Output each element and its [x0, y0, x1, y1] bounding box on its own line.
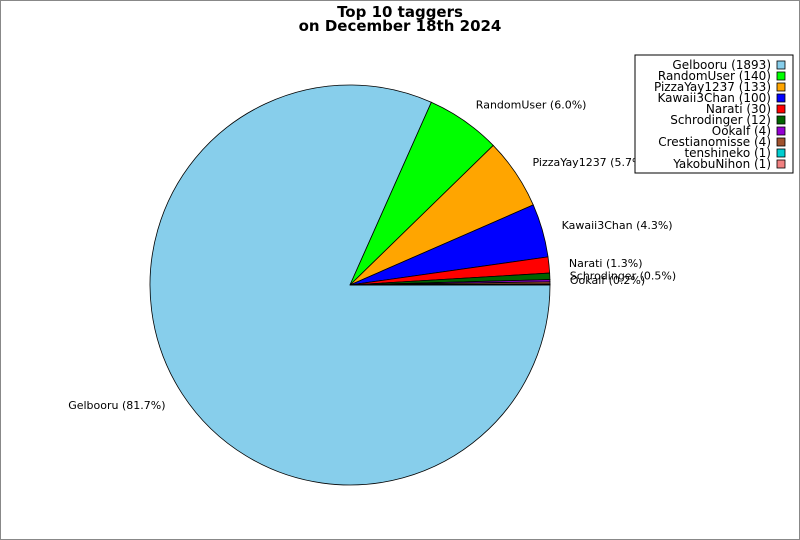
legend-swatch-schrodinger — [776, 115, 786, 125]
legend-swatch-tenshineko — [776, 148, 786, 158]
slice-labels: Gelbooru (81.7%) RandomUser (6.0%) PizzaYa… — [68, 99, 676, 412]
chart-subtitle: on December 18th 2024 — [299, 17, 502, 35]
slice-label-narati: Narati (1.3%) — [569, 257, 643, 270]
legend-box — [634, 54, 794, 174]
legend-swatch-ookalf — [776, 126, 786, 136]
legend-label-ookalf: Ookalf (4) — [712, 124, 771, 138]
legend-label-gelbooru: Gelbooru (1893) — [672, 58, 771, 72]
legend-label-tenshineko: tenshineko (1) — [684, 146, 771, 160]
slice-label-kawaii3chan: Kawaii3Chan (4.3%) — [562, 219, 673, 232]
slice-label-gelbooru: Gelbooru (81.7%) — [68, 399, 165, 412]
legend-swatch-narati — [776, 104, 786, 114]
legend-label-crestianomisse: Crestianomisse (4) — [658, 135, 771, 149]
legend-label-yakobunihon: YakobuNihon (1) — [672, 157, 771, 171]
pie-slice-yakobunihon — [349, 284, 551, 286]
slice-label-pizzayay1237: PizzaYay1237 (5.7%) — [533, 156, 647, 169]
legend-swatch-yakobunihon — [776, 159, 786, 169]
legend-label-randomuser: RandomUser (140) — [658, 69, 771, 83]
legend-label-pizzayay1237: PizzaYay1237 (133) — [654, 80, 771, 94]
legend-swatch-kawaii3chan — [776, 93, 786, 103]
legend-swatch-pizzayay1237 — [776, 82, 786, 92]
legend-swatch-gelbooru — [776, 60, 786, 70]
slice-label-ookalf: Ookalf (0.2%) — [570, 274, 645, 287]
slice-label-randomuser: RandomUser (6.0%) — [476, 99, 587, 112]
legend-label-narati: Narati (30) — [706, 102, 771, 116]
legend-swatch-randomuser — [776, 71, 786, 81]
legend: Gelbooru (1893)RandomUser (140)PizzaYay1… — [634, 54, 794, 174]
legend-swatch-crestianomisse — [776, 137, 786, 147]
slice-label-schrodinger: Schrodinger (0.5%) — [570, 270, 676, 283]
chart-title: Top 10 taggers — [337, 3, 463, 21]
legend-label-schrodinger: Schrodinger (12) — [670, 113, 771, 127]
legend-label-kawaii3chan: Kawaii3Chan (100) — [657, 91, 771, 105]
pie-slices — [149, 84, 551, 486]
